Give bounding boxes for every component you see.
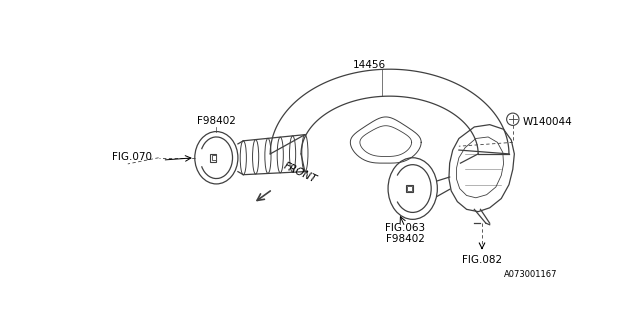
Text: FIG.082: FIG.082 xyxy=(462,255,502,265)
Text: W140044: W140044 xyxy=(523,116,573,126)
Polygon shape xyxy=(407,186,412,191)
Text: FIG.063: FIG.063 xyxy=(385,223,425,233)
Polygon shape xyxy=(210,154,216,162)
Text: FRONT: FRONT xyxy=(282,161,318,185)
Text: 14456: 14456 xyxy=(353,60,386,70)
Text: FIG.070: FIG.070 xyxy=(113,152,152,162)
Text: A073001167: A073001167 xyxy=(504,270,557,279)
Text: F98402: F98402 xyxy=(197,116,236,126)
Text: F98402: F98402 xyxy=(385,235,424,244)
Polygon shape xyxy=(406,185,413,192)
Polygon shape xyxy=(212,156,216,160)
